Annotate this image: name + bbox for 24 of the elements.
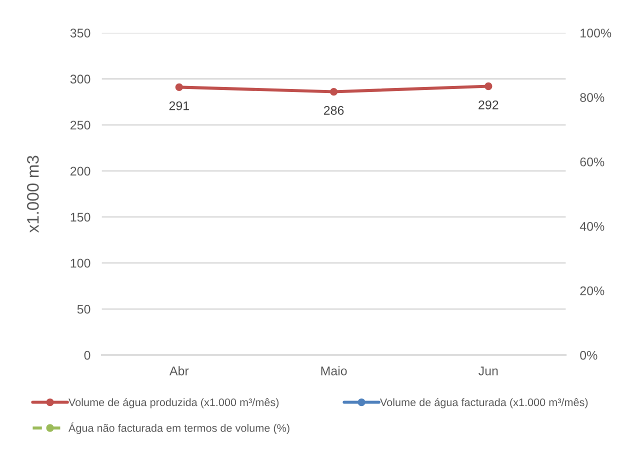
y-axis-title: x1.000 m3: [27, 156, 39, 233]
y2-tick-label: 60%: [580, 158, 604, 166]
y-tick-label: 100: [70, 258, 90, 268]
data-label: 292: [478, 100, 498, 110]
y-tick-label: 50: [77, 304, 90, 314]
x-tick-label: Maio: [321, 366, 347, 376]
y-tick-label: 250: [70, 120, 90, 130]
x-tick-label: Jun: [478, 366, 498, 376]
legend-label: Volume de água facturada (x1.000 m³/mês): [380, 398, 588, 408]
legend-label: Volume de água produzida (x1.000 m³/mês): [68, 398, 279, 408]
y-tick-label: 150: [70, 212, 90, 222]
y2-tick-label: 20%: [580, 286, 604, 296]
x-tick-label: Abr: [169, 366, 189, 376]
data-label: 286: [324, 106, 344, 115]
y-tick-label: 300: [70, 74, 90, 84]
y2-tick-label: 100%: [580, 28, 612, 38]
data-label: 291: [169, 101, 189, 110]
legend-label: Água não facturada em termos de volume (%): [68, 422, 290, 434]
y-tick-label: 0: [84, 350, 90, 360]
y-tick-label: 350: [70, 28, 90, 38]
y2-tick-label: 80%: [580, 93, 604, 102]
y-tick-label: 200: [70, 166, 90, 176]
y2-tick-label: 40%: [580, 222, 604, 231]
y2-tick-label: 0%: [580, 350, 598, 360]
